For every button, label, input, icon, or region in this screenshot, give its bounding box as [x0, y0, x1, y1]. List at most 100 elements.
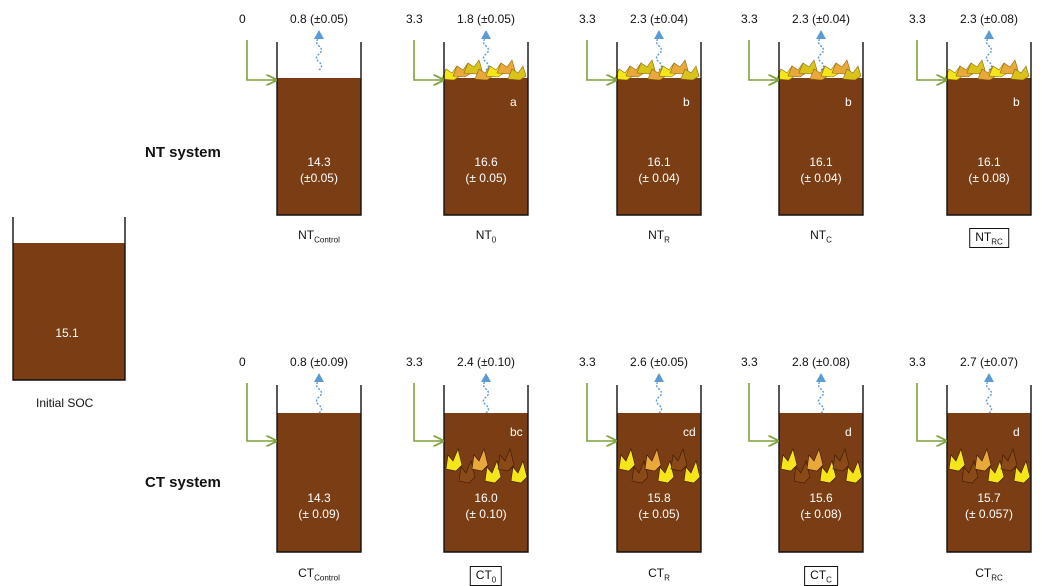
- carbon-input-value: 0: [239, 355, 246, 369]
- carbon-input-value: 3.3: [579, 12, 596, 26]
- soil-fill: [444, 413, 528, 552]
- soc-error: (± 0.04): [638, 171, 680, 185]
- efflux-arrowhead: [816, 373, 826, 382]
- mixed-leaf: [806, 448, 824, 472]
- efflux-arrowhead: [314, 30, 324, 39]
- surface-leaf: [999, 59, 1019, 75]
- co2-efflux-value: 2.8 (±0.08): [792, 355, 850, 369]
- mixed-leaf: [683, 460, 701, 484]
- carbon-input-value: 3.3: [909, 12, 926, 26]
- soc-value: 15.8: [647, 491, 671, 505]
- column-nt-rc: [916, 30, 1032, 216]
- ct-system-label: CT system: [145, 474, 221, 491]
- soc-value: 16.1: [647, 155, 671, 169]
- container-outline: [946, 385, 1032, 553]
- initial-soil-fill: [13, 243, 125, 380]
- column-ct-0: [413, 373, 529, 553]
- efflux-arrowhead: [481, 373, 491, 382]
- co2-efflux-value: 1.8 (±0.05): [457, 12, 515, 26]
- co2-efflux-value: 2.7 (±0.07): [960, 355, 1018, 369]
- surface-leaf: [669, 59, 689, 75]
- container-outline: [276, 385, 362, 553]
- soc-value: 16.1: [809, 155, 833, 169]
- mixed-leaf: [1000, 448, 1018, 472]
- treatment-name: CTC: [804, 566, 838, 586]
- container-outline: [616, 42, 702, 216]
- efflux-arrowhead: [314, 373, 324, 382]
- co2-efflux-value: 2.4 (±0.10): [457, 355, 515, 369]
- column-ct-r: [586, 373, 702, 553]
- carbon-input-value: 3.3: [406, 355, 423, 369]
- mixed-leaf: [948, 448, 966, 472]
- input-arrow: [916, 40, 945, 80]
- co2-efflux-value: 0.8 (±0.05): [290, 12, 348, 26]
- soc-error: (±0.05): [300, 171, 338, 185]
- efflux-arrowhead: [654, 373, 664, 382]
- soc-value: 16.6: [474, 155, 498, 169]
- soc-error: (± 0.10): [465, 507, 507, 521]
- mixed-leaf: [631, 460, 649, 484]
- soc-error: (± 0.05): [638, 507, 680, 521]
- mixed-leaf: [484, 460, 502, 484]
- efflux-arrowhead: [654, 30, 664, 39]
- treatment-name: NTC: [810, 228, 832, 245]
- efflux-wave: [985, 380, 993, 414]
- mixed-leaf: [618, 448, 636, 472]
- significance-letter: bc: [510, 425, 523, 439]
- mixed-leaf: [819, 460, 837, 484]
- mixed-leaf: [471, 448, 489, 472]
- mixed-leaf: [458, 460, 476, 484]
- mixed-leaf: [644, 448, 662, 472]
- mixed-leaf: [987, 460, 1005, 484]
- column-nt-c: [748, 30, 864, 216]
- efflux-arrowhead: [984, 373, 994, 382]
- carbon-input-value: 3.3: [406, 12, 423, 26]
- carbon-input-value: 0: [239, 12, 246, 26]
- significance-letter: b: [845, 95, 852, 109]
- co2-efflux-value: 2.3 (±0.04): [630, 12, 688, 26]
- soil-fill: [947, 413, 1031, 552]
- mixed-leaf: [780, 448, 798, 472]
- efflux-wave: [482, 37, 490, 71]
- soc-error: (± 0.08): [800, 507, 842, 521]
- carbon-input-value: 3.3: [741, 355, 758, 369]
- mixed-leaf: [657, 460, 675, 484]
- initial-soc-value: 15.1: [55, 326, 79, 340]
- soil-fill: [444, 78, 528, 215]
- soc-error: (± 0.08): [968, 171, 1010, 185]
- input-arrow: [586, 383, 615, 441]
- container-outline: [778, 385, 864, 553]
- soil-fill: [617, 78, 701, 215]
- soc-value: 16.1: [977, 155, 1001, 169]
- efflux-wave: [482, 380, 490, 414]
- significance-letter: b: [1013, 95, 1020, 109]
- treatment-name: CT0: [469, 566, 503, 586]
- container-outline: [276, 42, 362, 216]
- mixed-leaf: [445, 448, 463, 472]
- surface-leaf: [831, 59, 851, 75]
- input-arrow: [246, 40, 275, 80]
- column-nt-r: [586, 30, 702, 216]
- soc-value: 15.6: [809, 491, 833, 505]
- column-nt-0: [413, 30, 529, 216]
- efflux-wave: [315, 380, 323, 414]
- soil-fill: [779, 413, 863, 552]
- mixed-leaf: [974, 448, 992, 472]
- efflux-wave: [985, 37, 993, 71]
- soil-fill: [779, 78, 863, 215]
- soil-fill: [617, 413, 701, 552]
- initial-container-outline: [12, 217, 126, 381]
- treatment-name: CTRC: [975, 566, 1003, 583]
- efflux-wave: [655, 380, 663, 414]
- co2-efflux-value: 2.3 (±0.04): [792, 12, 850, 26]
- efflux-arrowhead: [816, 30, 826, 39]
- column-ct-c: [748, 373, 864, 553]
- initial-soc-label: Initial SOC: [36, 396, 94, 410]
- significance-letter: cd: [683, 425, 696, 439]
- mixed-leaf: [670, 448, 688, 472]
- container-outline: [616, 385, 702, 553]
- co2-efflux-value: 2.6 (±0.05): [630, 355, 688, 369]
- carbon-input-value: 3.3: [741, 12, 758, 26]
- input-arrow: [916, 383, 945, 441]
